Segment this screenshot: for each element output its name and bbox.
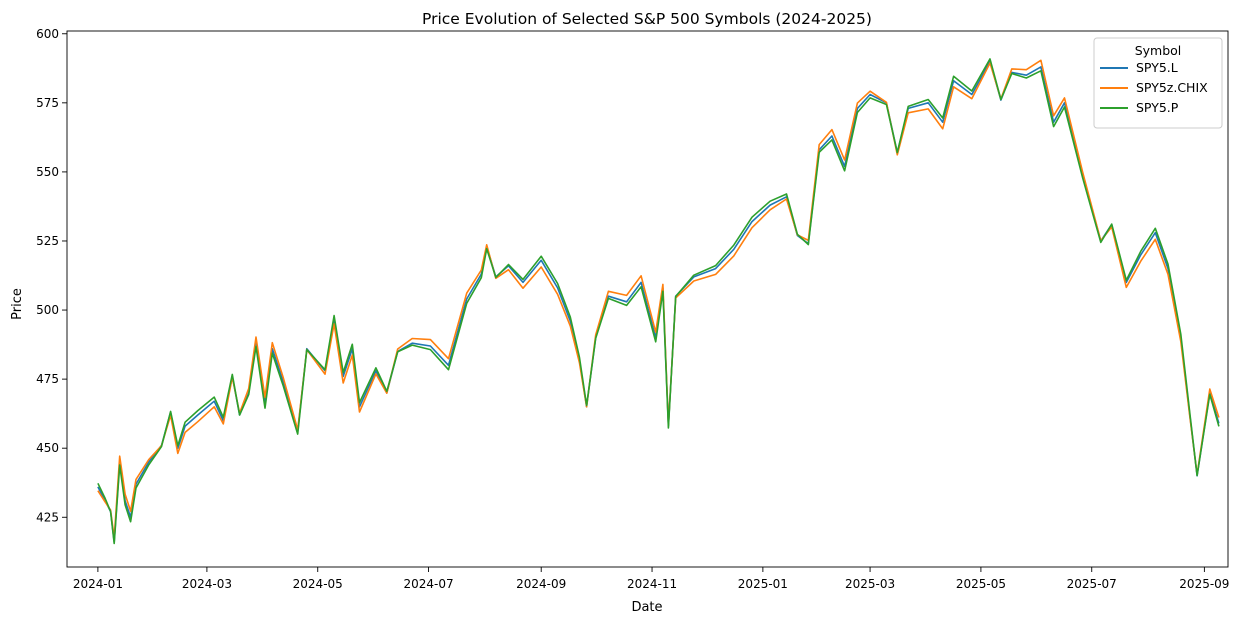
x-tick-label: 2025-05 xyxy=(956,577,1006,591)
x-tick-label: 2025-07 xyxy=(1067,577,1117,591)
y-tick-label: 450 xyxy=(36,441,59,455)
y-tick-label: 525 xyxy=(36,234,59,248)
y-axis-label: Price xyxy=(10,288,25,320)
y-tick-label: 475 xyxy=(36,372,59,386)
y-tick-label: 575 xyxy=(36,96,59,110)
x-tick-label: 2024-09 xyxy=(516,577,566,591)
legend-box xyxy=(1093,37,1223,129)
series-line-spy5z-chix xyxy=(97,59,1220,539)
x-tick-label: 2025-03 xyxy=(845,577,895,591)
y-tick-label: 600 xyxy=(36,27,59,41)
x-tick-label: 2024-11 xyxy=(627,577,677,591)
series-line-spy5-l xyxy=(97,60,1220,543)
legend-label: SPY5.P xyxy=(1136,100,1179,115)
x-tick-label: 2025-01 xyxy=(738,577,788,591)
x-tick-label: 2024-01 xyxy=(73,577,123,591)
legend-label: SPY5.L xyxy=(1136,60,1178,75)
chart-title: Price Evolution of Selected S&P 500 Symb… xyxy=(422,10,872,28)
x-tick-label: 2024-05 xyxy=(293,577,343,591)
x-tick-label: 2025-09 xyxy=(1179,577,1229,591)
plot-area xyxy=(97,58,1220,545)
legend-title: Symbol xyxy=(1135,43,1182,58)
plot-frame xyxy=(66,30,1229,568)
y-tick-label: 425 xyxy=(36,510,59,524)
axes: 2024-01 2024-03 2024-05 2024-07 2024-09 2024-… xyxy=(36,27,1229,591)
x-tick-label: 2024-07 xyxy=(403,577,453,591)
legend-label: SPY5z.CHIX xyxy=(1136,80,1208,95)
y-tick-label: 550 xyxy=(36,165,59,179)
x-tick-label: 2024-03 xyxy=(182,577,232,591)
x-axis-label: Date xyxy=(631,600,662,615)
y-tick-label: 500 xyxy=(36,303,59,317)
series-line-spy5-p xyxy=(97,58,1220,545)
legend: Symbol SPY5.L SPY5z.CHIX SPY5.P xyxy=(1093,37,1223,129)
